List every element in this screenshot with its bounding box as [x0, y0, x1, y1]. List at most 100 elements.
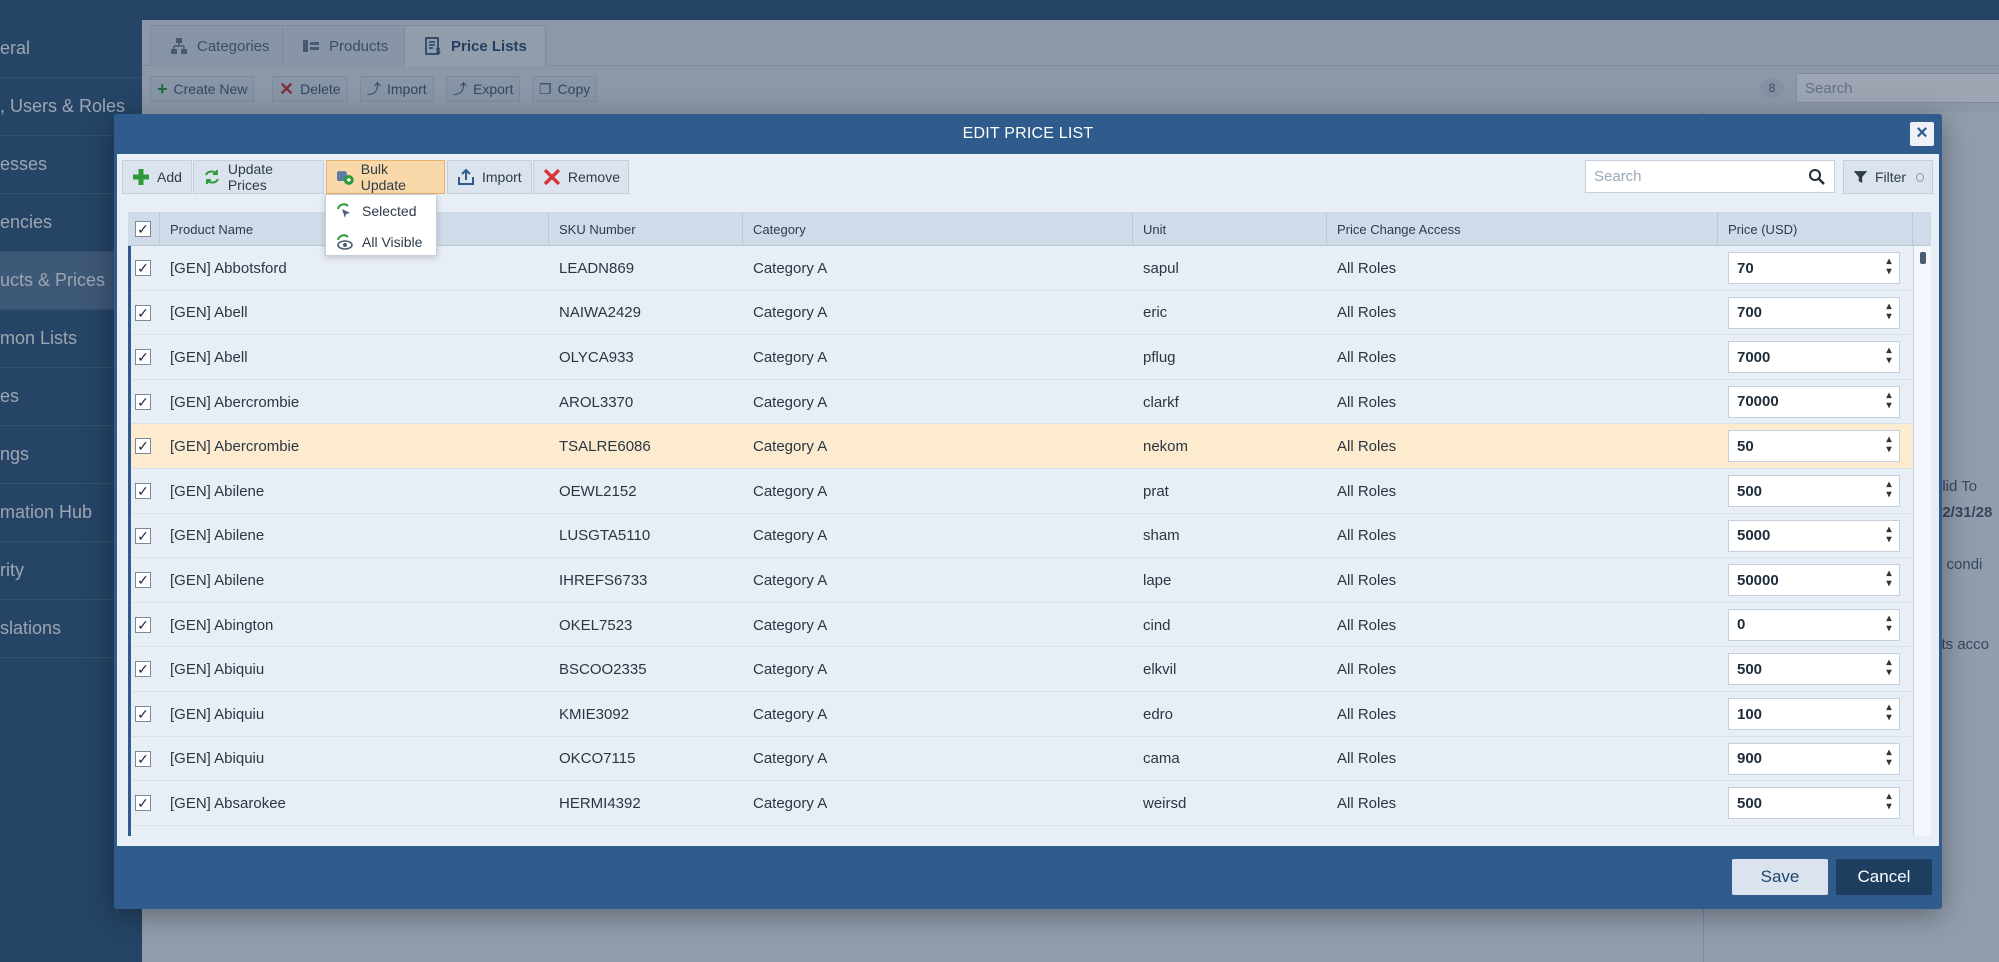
- column-header-price-change-access[interactable]: Price Change Access: [1327, 212, 1718, 246]
- dialog-search-input[interactable]: Search: [1585, 160, 1835, 193]
- menu-item-selected[interactable]: Selected: [326, 195, 436, 226]
- price-input[interactable]: 70 ▴ ▾: [1728, 252, 1900, 284]
- tab-categories[interactable]: Categories: [150, 25, 289, 66]
- sidebar-item[interactable]: es: [0, 368, 142, 426]
- create-new-button[interactable]: + Create New: [150, 76, 255, 102]
- background-search-input[interactable]: Search: [1796, 73, 1999, 103]
- grid-scrollbar[interactable]: [1913, 246, 1931, 836]
- row-checkbox[interactable]: ✓: [135, 393, 151, 410]
- sidebar-item[interactable]: eral: [0, 20, 142, 78]
- copy-button[interactable]: ❐ Copy: [532, 76, 598, 102]
- column-header-sku-number[interactable]: SKU Number: [549, 212, 743, 246]
- search-icon[interactable]: [1808, 168, 1826, 186]
- column-header-product-name[interactable]: Product Name: [160, 212, 549, 246]
- row-checkbox[interactable]: ✓: [135, 572, 151, 589]
- row-checkbox[interactable]: ✓: [135, 260, 151, 276]
- cancel-button[interactable]: Cancel: [1836, 859, 1932, 895]
- spinner-icon[interactable]: ▴ ▾: [1886, 657, 1892, 679]
- spinner-icon[interactable]: ▴ ▾: [1886, 523, 1892, 545]
- price-input[interactable]: 50 ▴ ▾: [1728, 430, 1900, 463]
- import-button[interactable]: ⤴ Import: [360, 76, 434, 102]
- spinner-icon[interactable]: ▴ ▾: [1886, 434, 1892, 456]
- sidebar-item[interactable]: encies: [0, 194, 142, 252]
- table-row[interactable]: ✓ [GEN] Abercrombie TSALRE6086 Category A ne…: [128, 424, 1913, 469]
- table-row[interactable]: ✓ [GEN] Abilene IHREFS6733 Category A lape Al…: [128, 558, 1913, 603]
- table-row[interactable]: ✓ [GEN] Abbotsford LEADN869 Category A sapul…: [128, 246, 1913, 291]
- product-name-cell: [GEN] Abiquiu: [170, 661, 265, 679]
- delete-button[interactable]: ✕ Delete: [272, 76, 348, 102]
- filter-button[interactable]: Filter: [1843, 160, 1933, 194]
- table-row[interactable]: ✓ [GEN] Abell OLYCA933 Category A pflug All R…: [128, 335, 1913, 380]
- price-input[interactable]: 700 ▴ ▾: [1728, 296, 1900, 329]
- row-checkbox[interactable]: ✓: [135, 527, 151, 544]
- scrollbar-thumb[interactable]: [1920, 252, 1926, 264]
- category-cell: Category A: [753, 393, 828, 411]
- price-input[interactable]: 500 ▴ ▾: [1728, 653, 1900, 686]
- sidebar-item[interactable]: rity: [0, 542, 142, 600]
- row-checkbox[interactable]: ✓: [135, 616, 151, 633]
- column-header-unit[interactable]: Unit: [1133, 212, 1327, 246]
- tab-products[interactable]: Products: [282, 25, 408, 66]
- sidebar-item[interactable]: esses: [0, 136, 142, 194]
- price-input[interactable]: 0 ▴ ▾: [1728, 608, 1900, 641]
- row-checkbox[interactable]: ✓: [135, 795, 151, 812]
- table-row[interactable]: ✓ [GEN] Abiquiu KMIE3092 Category A edro All …: [128, 692, 1913, 737]
- price-input[interactable]: 900 ▴ ▾: [1728, 742, 1900, 775]
- spinner-icon[interactable]: ▴ ▾: [1886, 702, 1892, 723]
- spinner-icon[interactable]: ▴ ▾: [1886, 256, 1892, 277]
- table-row[interactable]: ✓ [GEN] Abercrombie AROL3370 Category A clar…: [128, 379, 1913, 425]
- sidebar-item[interactable]: , Users & Roles: [0, 78, 142, 136]
- update-prices-button[interactable]: Update Prices: [193, 160, 324, 194]
- table-row[interactable]: ✓ [GEN] Abiquiu BSCOO2335 Category A elkvil A…: [128, 647, 1913, 692]
- close-icon[interactable]: ×: [1910, 122, 1934, 146]
- row-checkbox[interactable]: ✓: [135, 483, 151, 499]
- sidebar-item[interactable]: ngs: [0, 426, 142, 484]
- price-input[interactable]: 500 ▴ ▾: [1728, 787, 1900, 820]
- table-row[interactable]: ✓ [GEN] Abilene LUSGTA5110 Category A sham Al…: [128, 513, 1913, 559]
- sidebar-item[interactable]: mation Hub: [0, 484, 142, 542]
- sidebar-item[interactable]: mon Lists: [0, 310, 142, 368]
- export-button[interactable]: ⤴ Export: [446, 76, 521, 102]
- price-input[interactable]: 7000 ▴ ▾: [1728, 341, 1900, 374]
- spinner-icon[interactable]: ▴ ▾: [1886, 389, 1892, 411]
- tab-price-lists[interactable]: $ Price Lists: [404, 25, 546, 66]
- save-button[interactable]: Save: [1732, 859, 1828, 895]
- price-input[interactable]: 100 ▴ ▾: [1728, 698, 1900, 730]
- row-checkbox[interactable]: ✓: [135, 304, 151, 321]
- menu-item-all-visible[interactable]: All Visible: [326, 226, 436, 257]
- import-button[interactable]: Import: [447, 160, 532, 194]
- column-header-category[interactable]: Category: [743, 212, 1133, 246]
- spinner-icon[interactable]: ▴ ▾: [1886, 746, 1892, 768]
- price-input[interactable]: 50000 ▴ ▾: [1728, 564, 1900, 597]
- row-checkbox[interactable]: ✓: [135, 349, 151, 366]
- row-checkbox[interactable]: ✓: [135, 438, 151, 455]
- spinner-icon[interactable]: ▴ ▾: [1886, 612, 1892, 634]
- row-checkbox[interactable]: ✓: [135, 661, 151, 678]
- spinner-icon[interactable]: ▴ ▾: [1886, 568, 1892, 590]
- sidebar-item[interactable]: slations: [0, 600, 142, 658]
- row-checkbox[interactable]: ✓: [135, 706, 151, 722]
- add-button[interactable]: Add: [122, 160, 192, 194]
- column-header-price[interactable]: Price (USD): [1718, 212, 1913, 246]
- background-toolbar: + Create New ✕ Delete ⤴ Import ⤴ Export ❐ Cop…: [142, 66, 1999, 112]
- table-row[interactable]: ✓ [GEN] Abiquiu OKCO7115 Category A cama All …: [128, 736, 1913, 782]
- spinner-icon[interactable]: ▴ ▾: [1886, 345, 1892, 367]
- price-input[interactable]: 70000 ▴ ▾: [1728, 385, 1900, 418]
- price-value: 500: [1737, 794, 1763, 812]
- table-row[interactable]: ✓ [GEN] Abell NAIWA2429 Category A eric All R…: [128, 290, 1913, 336]
- spinner-icon[interactable]: ▴ ▾: [1886, 791, 1892, 813]
- spinner-icon[interactable]: ▴ ▾: [1886, 300, 1892, 322]
- table-row[interactable]: ✓ [GEN] Abington OKEL7523 Category A cind All…: [128, 602, 1913, 648]
- select-all-checkbox[interactable]: ✓: [135, 221, 151, 237]
- table-row[interactable]: ✓ [GEN] Absarokee HERMI4392 Category A weirs…: [128, 781, 1913, 826]
- spinner-icon[interactable]: ▴ ▾: [1886, 479, 1892, 500]
- access-cell: All Roles: [1337, 482, 1397, 500]
- price-input[interactable]: 500 ▴ ▾: [1728, 475, 1900, 507]
- remove-button[interactable]: Remove: [533, 160, 629, 194]
- bulk-update-button[interactable]: Bulk Update: [326, 160, 445, 194]
- row-checkbox[interactable]: ✓: [135, 750, 151, 767]
- table-row[interactable]: ✓ [GEN] Abilene OEWL2152 Category A prat All …: [128, 469, 1913, 514]
- hierarchy-icon: [171, 38, 187, 54]
- price-input[interactable]: 5000 ▴ ▾: [1728, 519, 1900, 552]
- valid-to-label: alid To: [1934, 478, 1978, 495]
